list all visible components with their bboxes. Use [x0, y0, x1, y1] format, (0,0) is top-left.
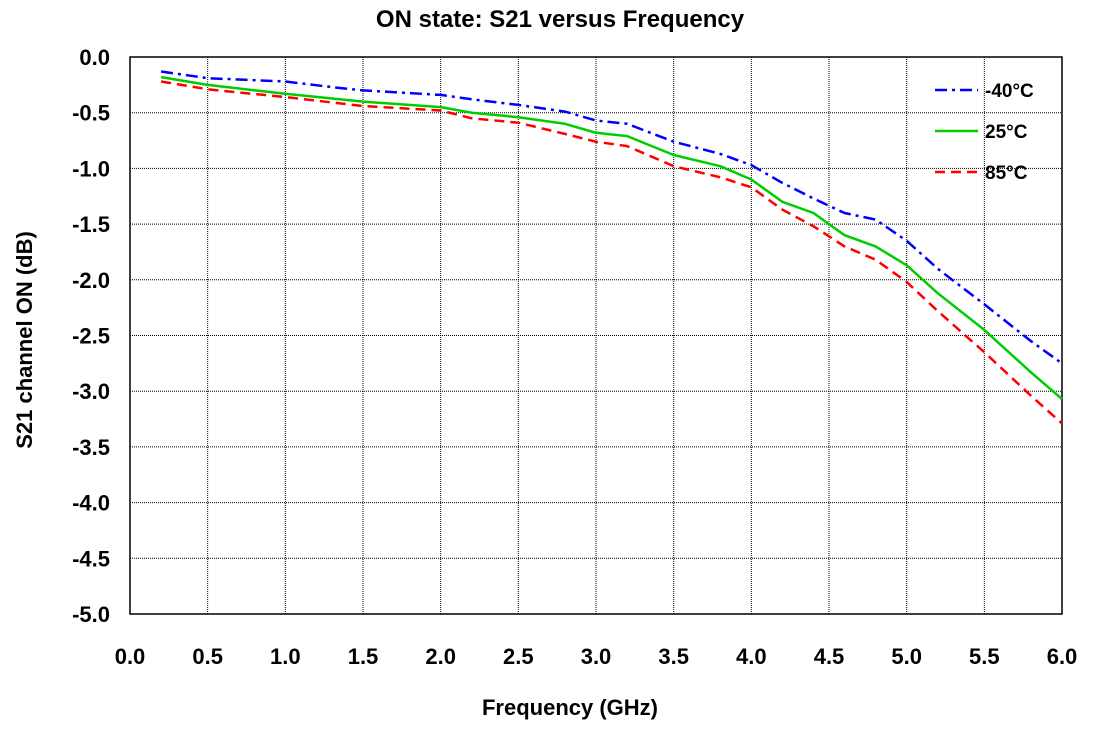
x-tick-label: 2.0	[425, 644, 456, 669]
legend-label: -40°C	[985, 81, 1034, 102]
series-line	[160, 70, 1063, 365]
y-axis-ticks: 0.0 -0.5 -1.0 -1.5 -2.0 -2.5 -3.0 -3.5 -4.0 -4.5 -…	[72, 45, 110, 627]
x-tick-label: 3.5	[658, 644, 689, 669]
y-tick-label: -1.5	[72, 212, 110, 237]
x-tick-label: 0.0	[115, 644, 146, 669]
x-tick-label: 5.0	[891, 644, 922, 669]
legend-label: 85°C	[985, 163, 1028, 184]
y-tick-label: -1.0	[72, 156, 110, 181]
chart-title: ON state: S21 versus Frequency	[376, 6, 745, 33]
y-axis-label: S21 channel ON (dB)	[12, 231, 37, 449]
x-tick-label: 4.5	[814, 644, 845, 669]
legend: -40°C 25°C 85°C	[935, 81, 1034, 184]
y-tick-label: -3.5	[72, 435, 110, 460]
y-tick-label: 0.0	[79, 45, 110, 70]
legend-label: 25°C	[985, 122, 1028, 143]
x-tick-label: 0.5	[192, 644, 223, 669]
x-tick-label: 6.0	[1047, 644, 1078, 669]
y-tick-label: -4.5	[72, 546, 110, 571]
x-tick-label: 1.0	[270, 644, 301, 669]
x-tick-label: 2.5	[503, 644, 534, 669]
y-tick-label: -5.0	[72, 602, 110, 627]
x-tick-label: 3.0	[581, 644, 612, 669]
x-axis-label: Frequency (GHz)	[482, 695, 658, 720]
x-tick-label: 4.0	[736, 644, 767, 669]
series-lines	[160, 70, 1063, 425]
x-tick-label: 1.5	[348, 644, 379, 669]
y-tick-label: -4.0	[72, 491, 110, 516]
plot-area	[129, 56, 1063, 615]
series-line	[160, 75, 1063, 400]
x-tick-label: 5.5	[969, 644, 1000, 669]
series-line	[160, 80, 1063, 425]
x-axis-ticks: 0.0 0.5 1.0 1.5 2.0 2.5 3.0 3.5 4.0 4.5 5.0 5.5 6.0	[115, 644, 1078, 669]
y-tick-label: -0.5	[72, 101, 110, 126]
grid	[130, 57, 1062, 614]
y-tick-label: -3.0	[72, 379, 110, 404]
y-tick-label: -2.0	[72, 268, 110, 293]
y-tick-label: -2.5	[72, 324, 110, 349]
